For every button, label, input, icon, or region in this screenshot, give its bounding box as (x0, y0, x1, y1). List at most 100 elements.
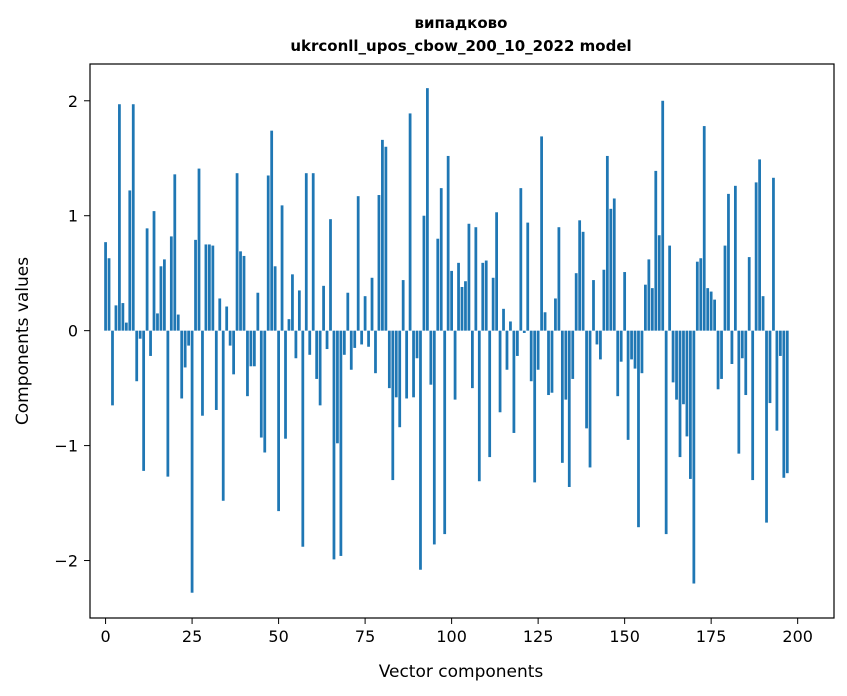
bar-67 (336, 330, 339, 444)
bar-139 (585, 330, 588, 429)
bar-136 (574, 273, 578, 331)
bar-53 (287, 319, 291, 331)
bar-85 (398, 330, 402, 428)
bar-28 (201, 330, 204, 416)
bar-124 (533, 330, 537, 483)
bar-40 (242, 255, 246, 331)
bar-192 (768, 330, 772, 404)
y-axis-label: Components values (13, 257, 33, 425)
bar-62 (318, 330, 322, 406)
bar-104 (464, 281, 467, 331)
bar-115 (502, 308, 505, 331)
bar-42 (249, 330, 253, 367)
bar-173 (702, 126, 706, 331)
bar-87 (405, 330, 409, 399)
bar-185 (744, 330, 748, 396)
bar-63 (322, 285, 325, 331)
bar-7 (128, 190, 132, 331)
x-tick-label: 0 (100, 627, 110, 646)
chart-title-line1: випадково (415, 14, 508, 32)
bar-181 (730, 330, 734, 364)
bar-167 (682, 330, 685, 405)
bar-162 (664, 330, 668, 535)
bar-188 (754, 182, 758, 331)
bar-45 (259, 330, 263, 438)
x-tick-label: 75 (355, 627, 375, 646)
bar-145 (605, 155, 609, 331)
bar-95 (432, 330, 436, 545)
bar-129 (550, 330, 554, 393)
bar-35 (225, 306, 229, 331)
bar-12 (145, 228, 149, 331)
bar-118 (512, 330, 516, 433)
bar-89 (412, 330, 415, 398)
bar-59 (308, 330, 312, 355)
bar-86 (401, 280, 405, 331)
bar-97 (439, 188, 443, 331)
bar-184 (740, 330, 744, 359)
bar-77 (370, 277, 374, 331)
bar-168 (685, 330, 689, 437)
bar-128 (547, 330, 550, 396)
bar-29 (204, 244, 208, 331)
y-tick-label: −2 (54, 552, 78, 571)
bar-5 (121, 303, 125, 331)
bar-46 (263, 330, 267, 453)
bar-138 (581, 231, 585, 331)
bar-197 (785, 330, 789, 474)
bar-9 (135, 330, 139, 382)
bar-102 (457, 262, 460, 331)
bar-157 (647, 259, 651, 331)
bar-133 (564, 330, 568, 400)
bar-38 (235, 173, 239, 331)
bar-130 (554, 298, 557, 331)
bar-180 (727, 193, 730, 331)
bar-179 (723, 245, 727, 331)
bar-4 (118, 104, 121, 331)
bar-22 (180, 330, 184, 399)
bar-177 (716, 330, 720, 390)
bar-186 (747, 257, 751, 331)
bar-69 (342, 330, 346, 355)
bar-72 (353, 330, 357, 348)
bar-195 (778, 330, 782, 356)
plot-frame (89, 63, 835, 619)
bar-187 (751, 330, 755, 481)
bar-70 (346, 292, 350, 331)
bar-131 (557, 227, 561, 331)
bar-172 (699, 258, 703, 331)
bar-146 (609, 208, 613, 331)
bar-48 (270, 130, 274, 331)
bar-137 (578, 220, 582, 331)
bar-101 (453, 330, 457, 400)
bar-161 (661, 100, 665, 331)
bar-14 (152, 211, 156, 331)
bar-57 (301, 330, 305, 547)
bar-88 (408, 113, 412, 331)
bar-32 (214, 330, 218, 410)
bar-110 (484, 260, 488, 331)
bar-41 (246, 330, 249, 397)
bar-16 (159, 266, 163, 331)
bar-100 (450, 270, 453, 331)
bar-190 (761, 296, 765, 331)
bar-64 (325, 330, 329, 350)
bar-156 (644, 284, 647, 331)
bar-127 (543, 312, 547, 331)
bar-0 (104, 242, 107, 331)
bar-56 (297, 290, 301, 331)
bar-121 (522, 330, 526, 333)
bar-114 (498, 330, 502, 413)
bar-17 (163, 259, 166, 331)
bar-37 (232, 330, 235, 375)
bar-165 (675, 330, 678, 400)
bar-182 (733, 185, 737, 331)
bar-50 (277, 330, 280, 512)
bar-66 (332, 330, 336, 560)
bar-178 (720, 330, 723, 379)
bar-1 (107, 258, 111, 331)
bar-159 (654, 170, 658, 331)
bar-2 (111, 330, 114, 406)
bar-134 (567, 330, 571, 487)
bar-79 (377, 195, 381, 331)
